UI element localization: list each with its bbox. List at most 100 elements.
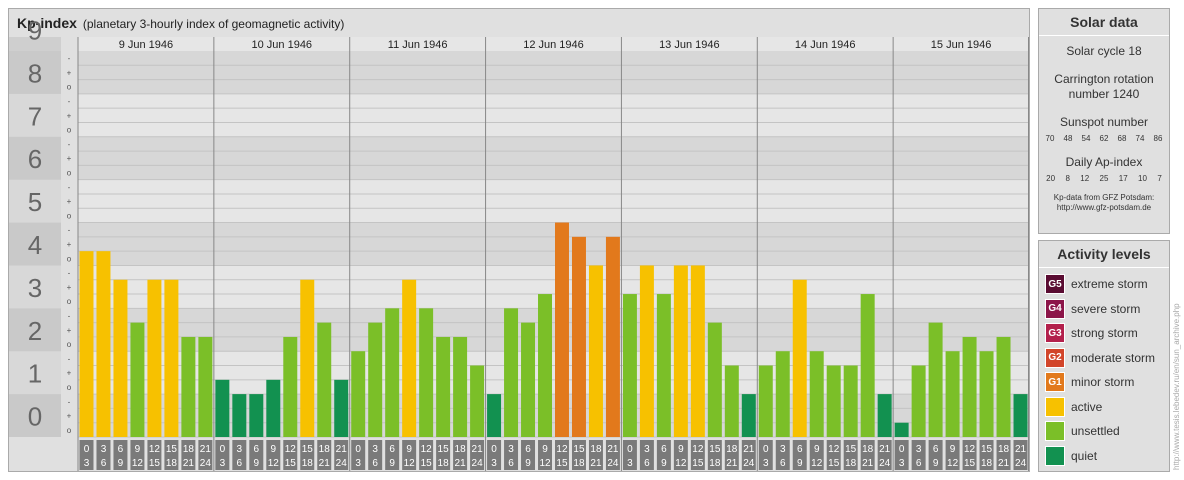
kp-bar	[911, 365, 926, 437]
interval-cell	[113, 440, 128, 470]
source-link[interactable]: http://www.gfz-potsdam.de	[1056, 203, 1152, 212]
y-band	[9, 51, 61, 94]
interval-cell	[130, 440, 145, 470]
interval-cell	[724, 440, 739, 470]
minor-tick-label: o	[67, 169, 72, 178]
y-tick-label: 9	[28, 16, 42, 46]
interval-cell	[962, 440, 977, 470]
minor-tick-label: +	[67, 326, 72, 335]
y-band	[9, 93, 61, 137]
interval-cell	[775, 440, 790, 470]
band	[78, 51, 1029, 94]
sunspot-value: 86	[1153, 134, 1163, 143]
sunspot-value: 70	[1045, 134, 1055, 143]
level-swatch	[1045, 396, 1065, 417]
watermark: http://www.tesis.lebedev.ru/en/sun_archi…	[1172, 303, 1181, 470]
kp-bar	[96, 251, 111, 437]
interval-cell	[758, 440, 773, 470]
interval-cell	[487, 440, 502, 470]
interval-end-label: 6	[372, 458, 378, 469]
kp-bar	[707, 322, 722, 437]
interval-end-label: 18	[845, 458, 857, 469]
minor-tick-label: +	[67, 412, 72, 421]
sunspot-value: 48	[1063, 134, 1073, 143]
level-swatch	[1045, 445, 1065, 466]
kp-bar	[368, 322, 383, 437]
interval-end-label: 12	[811, 458, 823, 469]
minor-tick-label: o	[67, 83, 72, 92]
day-label: 11 Jun 1946	[388, 39, 448, 51]
interval-start-label: 18	[319, 444, 331, 455]
interval-start-label: 18	[590, 444, 602, 455]
interval-end-label: 21	[590, 458, 602, 469]
source-line1: Kp-data from GFZ Potsdam:	[1053, 193, 1155, 202]
interval-cell	[792, 440, 807, 470]
y-tick-label: 1	[28, 359, 42, 389]
kp-bar	[758, 365, 773, 437]
interval-end-label: 9	[254, 458, 260, 469]
interval-end-label: 24	[200, 458, 212, 469]
interval-end-label: 21	[726, 458, 738, 469]
interval-end-label: 15	[692, 458, 704, 469]
level-label: active	[1071, 399, 1103, 414]
interval-end-label: 15	[556, 458, 568, 469]
y-tick-label: 5	[28, 187, 42, 217]
y-tick-label: 7	[28, 101, 42, 131]
interval-cell	[79, 440, 94, 470]
kp-bar	[673, 265, 688, 437]
kp-bar	[198, 336, 213, 437]
solar-cycle: Solar cycle 18	[1066, 44, 1142, 58]
sunspot-value: 62	[1099, 134, 1109, 143]
interval-end-label: 15	[421, 458, 433, 469]
kp-bar	[283, 336, 298, 437]
interval-cell	[1013, 440, 1028, 470]
interval-start-label: 6	[254, 444, 260, 455]
interval-end-label: 21	[998, 458, 1010, 469]
band	[78, 179, 1029, 223]
minor-tick-label: o	[67, 126, 72, 135]
interval-cell	[588, 440, 603, 470]
y-band	[9, 265, 61, 309]
interval-cell	[215, 440, 230, 470]
minor-tick-label: o	[67, 340, 72, 349]
interval-end-label: 12	[132, 458, 144, 469]
kp-bar	[402, 279, 417, 437]
activity-level-item: G4 severe storm	[1045, 298, 1140, 319]
kp-chart-panel: Kp-index (planetary 3-hourly index of geo…	[8, 8, 1030, 472]
interval-start-label: 9	[950, 444, 956, 455]
kp-bar	[164, 279, 179, 437]
kp-bar	[504, 308, 519, 437]
interval-end-label: 18	[981, 458, 993, 469]
interval-cell	[419, 440, 434, 470]
level-swatch: G4	[1045, 298, 1065, 319]
level-label: extreme storm	[1071, 277, 1148, 291]
interval-cell	[164, 440, 179, 470]
interval-start-label: 6	[118, 444, 124, 455]
interval-end-label: 3	[84, 458, 90, 469]
chart-title: Kp-index (planetary 3-hourly index of geo…	[17, 15, 345, 31]
interval-start-label: 6	[933, 444, 939, 455]
interval-cell	[470, 440, 485, 470]
interval-start-label: 15	[573, 444, 585, 455]
sunspot-values: 70 48 54 62 68 74 86	[1039, 134, 1169, 143]
interval-end-label: 21	[319, 458, 331, 469]
activity-level-item: G1 minor storm	[1045, 372, 1134, 392]
interval-end-label: 12	[404, 458, 416, 469]
interval-cell	[266, 440, 281, 470]
kp-bar	[809, 351, 824, 437]
interval-cell	[402, 440, 417, 470]
interval-start-label: 9	[542, 444, 548, 455]
interval-start-label: 0	[899, 444, 905, 455]
kp-bar	[521, 322, 536, 437]
minor-tick-label: -	[68, 97, 71, 106]
kp-bar	[215, 379, 230, 437]
interval-cell	[351, 440, 366, 470]
kp-bar	[555, 222, 569, 437]
activity-level-item: quiet	[1045, 445, 1097, 466]
band	[78, 93, 1029, 137]
y-band	[9, 179, 61, 223]
interval-end-label: 12	[675, 458, 687, 469]
interval-cell	[283, 440, 298, 470]
level-label: minor storm	[1071, 375, 1135, 389]
